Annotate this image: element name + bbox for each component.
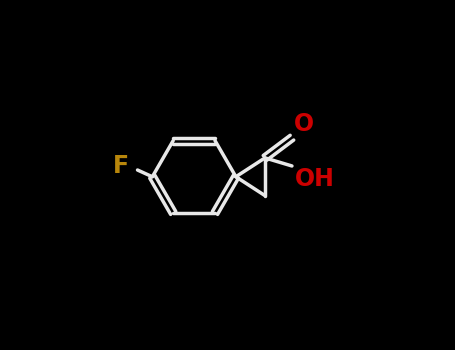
Text: O: O xyxy=(294,112,314,135)
Text: F: F xyxy=(113,154,129,178)
Text: OH: OH xyxy=(295,167,334,191)
